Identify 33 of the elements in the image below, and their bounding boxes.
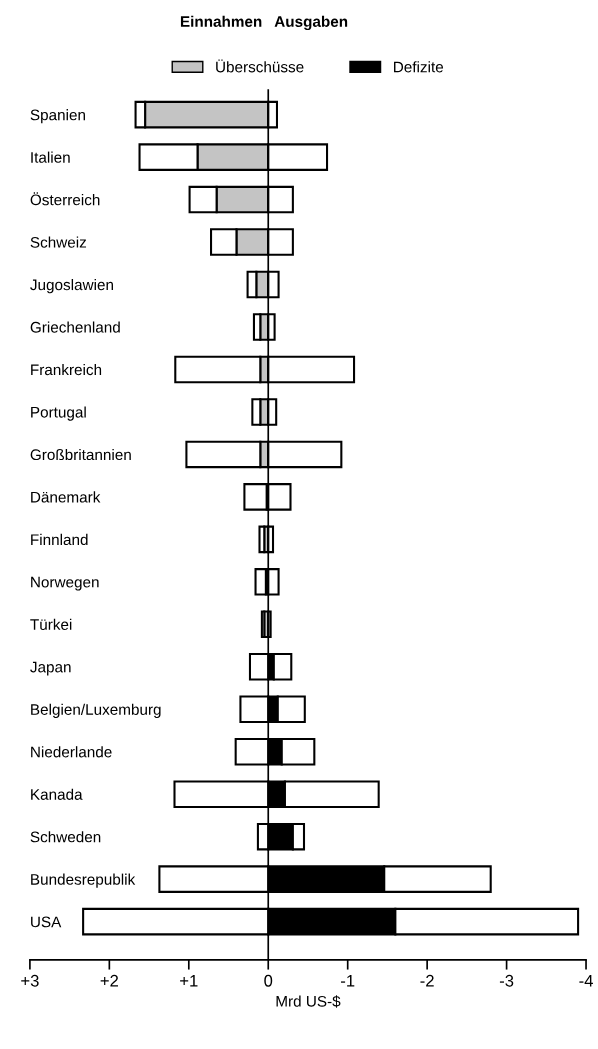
y-tick-label: Griechenland (30, 321, 120, 333)
y-tick-label: Bundesrepublik (31, 873, 136, 888)
x-tick-label: 0 (264, 974, 273, 987)
y-tick-label: Spanien (30, 109, 85, 124)
legend-label: Defizite (394, 61, 444, 73)
y-tick-label: Portugal (31, 406, 86, 421)
x-tick-label: -1 (341, 975, 355, 987)
y-tick-label: Österreich (30, 192, 100, 206)
y-tick-label: Schweden (30, 831, 101, 843)
x-tick-label: -3 (499, 974, 514, 987)
y-tick-label: Belgien/Luxemburg (31, 703, 161, 718)
y-tick-label: Frankreich (31, 363, 102, 376)
x-axis-title: Mrd US-$ (276, 995, 341, 1008)
y-tick-label: Japan (30, 661, 71, 676)
y-tick-label: USA (31, 916, 62, 928)
x-tick-label: -2 (420, 974, 434, 987)
y-tick-label: Italien (31, 151, 70, 163)
y-tick-label: Norwegen (31, 576, 99, 591)
x-tick-label: -4 (579, 975, 593, 987)
text: Einnahmen (180, 15, 262, 27)
y-tick-label: Niederlande (31, 746, 112, 758)
y-tick-label: Dänemark (31, 491, 101, 503)
y-tick-label: Jugoslawien (30, 279, 113, 294)
y-tick-label: Großbritannien (30, 448, 131, 461)
text: Ausgaben (274, 15, 348, 31)
x-tick-label: +2 (100, 974, 119, 987)
y-tick-label: Finnland (31, 533, 88, 546)
y-tick-label: Türkei (30, 618, 72, 630)
x-tick-label: +3 (21, 974, 39, 987)
x-tick-label: +1 (180, 975, 198, 987)
y-tick-label: Kanada (31, 788, 83, 800)
y-tick-label: Schweiz (30, 236, 87, 248)
legend-label: Überschüsse (216, 59, 304, 73)
